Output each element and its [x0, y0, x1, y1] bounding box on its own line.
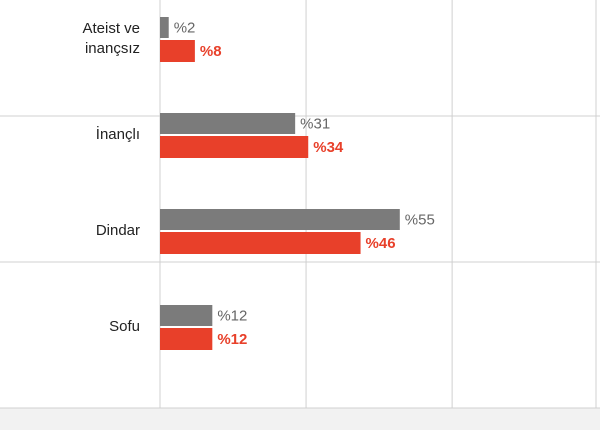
category-label: Ateist ve	[82, 20, 140, 37]
value-label: %34	[313, 139, 344, 156]
value-label: %2	[174, 19, 196, 36]
bar	[160, 209, 400, 230]
bar	[160, 113, 296, 134]
bar	[160, 328, 213, 350]
value-label: %12	[217, 307, 247, 324]
bar	[160, 17, 169, 38]
footer-band	[0, 408, 600, 430]
value-label: %12	[217, 331, 247, 348]
category-label: Sofu	[109, 318, 140, 335]
value-label: %55	[405, 211, 435, 228]
bar	[160, 40, 195, 62]
value-label: %31	[300, 115, 330, 132]
bar	[160, 136, 309, 158]
value-label: %8	[200, 43, 222, 60]
category-label: İnançlı	[96, 125, 140, 143]
value-label: %46	[366, 235, 396, 252]
bar	[160, 305, 213, 326]
category-label: inançsız	[85, 40, 140, 57]
bar	[160, 232, 361, 254]
category-label: Dindar	[96, 222, 140, 239]
